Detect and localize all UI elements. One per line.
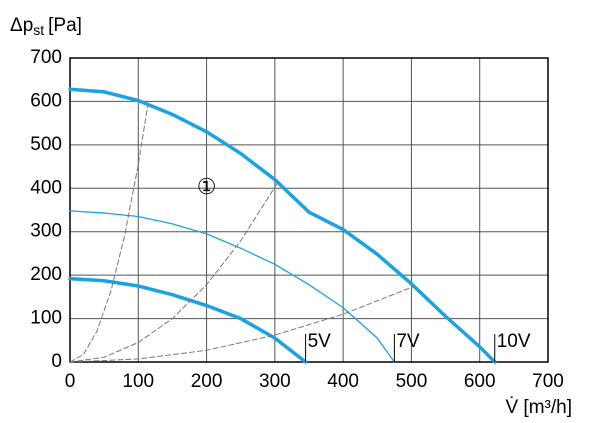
- y-tick-label: 300: [30, 221, 62, 242]
- x-tick-label: 0: [65, 371, 76, 392]
- y-tick-label: 200: [30, 264, 62, 285]
- y-tick-label: 100: [30, 308, 62, 329]
- y-tick-label: 700: [30, 47, 62, 68]
- curve-label: 10V: [497, 331, 531, 352]
- x-tick-label: 500: [396, 371, 428, 392]
- y-label-main: Δp: [10, 15, 33, 36]
- y-tick-label: 0: [51, 351, 62, 372]
- y-axis-label: Δpst [Pa]: [10, 15, 82, 38]
- x-tick-label: 700: [532, 371, 564, 392]
- x-tick-label: 200: [191, 371, 223, 392]
- annotation: ①: [197, 174, 217, 199]
- curve: [68, 87, 497, 364]
- x-tick-label: 100: [122, 371, 154, 392]
- x-axis-label: V̇ [m³/h]: [505, 397, 572, 418]
- curve: [69, 104, 149, 363]
- x-tick-label: 300: [259, 371, 291, 392]
- curve-label: 7V: [396, 331, 420, 352]
- curve: [69, 210, 396, 363]
- x-tick-label: 400: [327, 371, 359, 392]
- x-tick-label: 600: [464, 371, 496, 392]
- curve: [68, 276, 308, 364]
- y-tick-label: 500: [30, 134, 62, 155]
- y-tick-label: 400: [30, 177, 62, 198]
- curve: [69, 181, 279, 363]
- plot-frame: [69, 57, 549, 363]
- y-label-sub: st: [33, 22, 44, 38]
- y-tick-label: 600: [30, 90, 62, 111]
- curve-label: 5V: [308, 331, 332, 352]
- y-label-unit: [Pa]: [48, 15, 82, 36]
- curve: [69, 285, 416, 363]
